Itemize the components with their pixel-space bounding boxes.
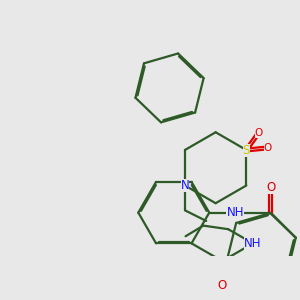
Text: N: N (181, 179, 189, 192)
Text: O: O (266, 181, 275, 194)
Text: O: O (255, 128, 263, 138)
Text: O: O (218, 279, 227, 292)
Text: S: S (243, 143, 250, 157)
Text: NH: NH (244, 237, 262, 250)
Text: NH: NH (226, 206, 244, 219)
Text: O: O (264, 143, 272, 153)
